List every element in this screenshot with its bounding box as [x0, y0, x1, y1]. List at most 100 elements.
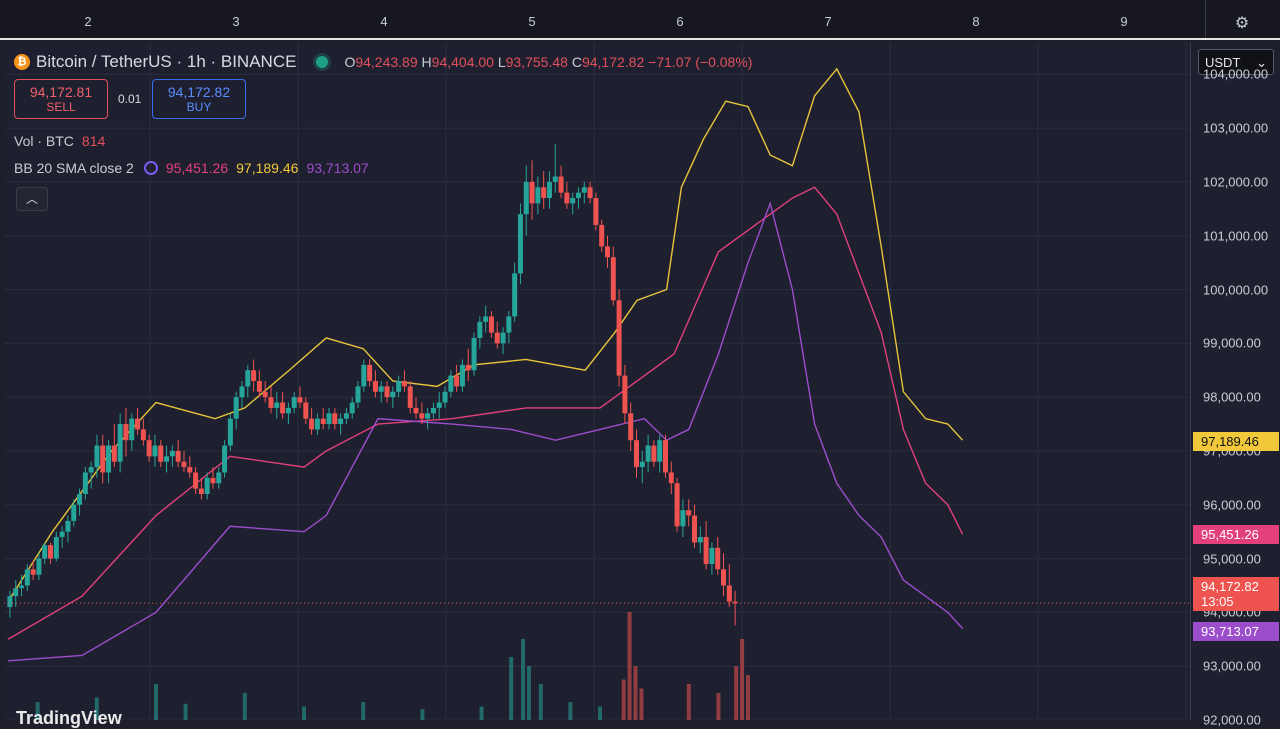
candle-body — [239, 386, 245, 398]
collapse-legend-button[interactable]: ︿ — [16, 187, 48, 211]
candle-body — [674, 483, 680, 527]
candle-body — [320, 418, 326, 425]
candle-body — [726, 585, 732, 602]
candle-body — [164, 456, 170, 462]
candle-body — [210, 477, 216, 484]
candle-body — [262, 391, 268, 398]
candle-body — [639, 461, 645, 468]
candle-body — [430, 407, 436, 414]
candle-body — [152, 445, 158, 457]
candle-body — [367, 364, 373, 381]
candle-body — [448, 375, 454, 392]
price-chart[interactable] — [4, 42, 1190, 720]
volume-bar — [242, 693, 247, 720]
candle-body — [442, 391, 448, 403]
volume-bar — [633, 666, 638, 720]
candle-body — [256, 381, 262, 392]
symbol-title[interactable]: Bitcoin / TetherUS · 1h · BINANCE — [36, 52, 297, 71]
candle-body — [477, 321, 483, 338]
candle-body — [13, 588, 19, 597]
candle-body — [24, 569, 30, 586]
candle-body — [268, 397, 274, 408]
volume-bar — [627, 612, 632, 720]
candle-body — [500, 332, 506, 344]
candle-body — [454, 375, 460, 387]
time-tick-label: 7 — [824, 14, 832, 29]
candle-body — [425, 413, 431, 419]
candle-body — [604, 246, 610, 258]
candle-body — [129, 418, 135, 441]
candle-body — [135, 418, 141, 430]
candle-body — [146, 440, 152, 457]
candle-body — [233, 397, 239, 419]
candle-body — [663, 440, 669, 473]
volume-bar — [746, 675, 750, 720]
candle-body — [564, 192, 570, 204]
spread-value: 0.01 — [118, 92, 142, 106]
candle-body — [117, 424, 123, 462]
candle-body — [541, 187, 547, 199]
volume-bar — [639, 688, 644, 720]
volume-bar — [154, 684, 158, 720]
candle-body — [517, 214, 523, 274]
candle-body — [587, 187, 593, 199]
currency-select[interactable]: USDT ⌄ — [1198, 49, 1274, 75]
candle-body — [349, 402, 355, 414]
candle-body — [651, 445, 657, 462]
candle-body — [343, 413, 349, 419]
ohlc-values: O94,243.89 H94,404.00 L93,755.48 C94,172… — [344, 54, 753, 70]
candle-body — [94, 445, 100, 468]
candle-body — [680, 510, 686, 527]
candle-body — [483, 316, 489, 322]
candle-body — [158, 445, 164, 462]
time-tick-label: 6 — [676, 14, 684, 29]
bb-basis-value: 95,451.26 — [165, 160, 229, 176]
candle-body — [123, 424, 129, 441]
candle-body — [326, 413, 332, 425]
price-tick-label: 93,000.00 — [1203, 658, 1261, 674]
sell-button[interactable]: 94,172.81 SELL — [14, 79, 108, 119]
candle-body — [280, 402, 286, 414]
volume-bar — [183, 703, 188, 720]
price-tick-label: 92,000.00 — [1203, 712, 1261, 728]
price-tick-label: 103,000.00 — [1203, 120, 1269, 136]
upper-band-tag: 97,189.46 — [1193, 431, 1279, 451]
candle-body — [419, 413, 425, 419]
candle-body — [36, 558, 42, 575]
candle-body — [216, 472, 222, 484]
candle-body — [396, 381, 402, 392]
basis-band-tag: 95,451.26 — [1193, 525, 1279, 545]
candle-body — [413, 407, 419, 414]
buy-button[interactable]: 94,172.82 BUY — [152, 79, 246, 119]
chart-settings-icon[interactable]: ⚙ — [1234, 15, 1250, 32]
candle-body — [657, 440, 663, 462]
price-axis[interactable]: USDT ⌄ 104,000.00 103,000.00 102,000.00 101,… — [1190, 42, 1280, 728]
candle-body — [187, 467, 193, 473]
candle-body — [100, 445, 106, 473]
candle-body — [175, 450, 181, 462]
candle-body — [732, 601, 738, 604]
volume-bar — [621, 679, 626, 720]
volume-bar — [598, 706, 602, 720]
candle-body — [65, 520, 71, 532]
price-tick-label: 99,000.00 — [1203, 335, 1261, 351]
volume-bar — [734, 666, 739, 720]
time-tick-label: 8 — [972, 14, 980, 29]
volume-bar — [740, 639, 745, 720]
volume-bar — [509, 657, 514, 720]
volume-bar — [35, 702, 40, 720]
candle-body — [82, 472, 88, 494]
bollinger-legend[interactable]: BB 20 SMA close 2 95,451.26 97,189.46 93… — [14, 160, 369, 176]
candle-body — [19, 585, 25, 589]
candle-body — [390, 391, 396, 398]
candle-body — [575, 192, 581, 199]
price-tick-label: 102,000.00 — [1203, 174, 1269, 190]
price-tick-label: 98,000.00 — [1203, 389, 1261, 405]
candle-body — [169, 450, 175, 457]
last-price-tag: 94,172.82 13:05 — [1193, 577, 1279, 611]
volume-bar — [420, 709, 425, 720]
candle-body — [193, 472, 199, 489]
candle-body — [303, 402, 309, 419]
candle-body — [204, 477, 210, 494]
volume-legend[interactable]: Vol · BTC 814 — [14, 133, 106, 149]
